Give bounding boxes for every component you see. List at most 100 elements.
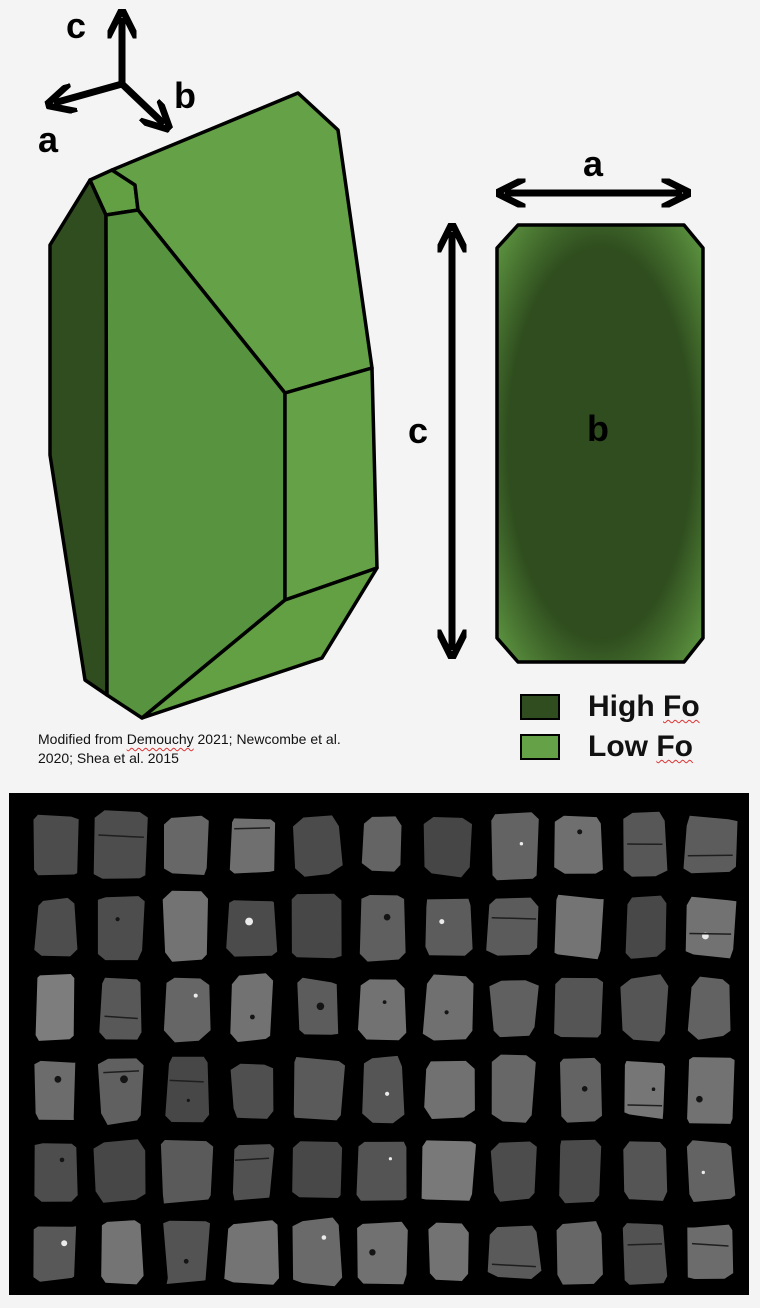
grain-inclusion (439, 919, 445, 925)
grain-inclusion (696, 1095, 703, 1103)
grain (226, 900, 278, 957)
grain (160, 1140, 214, 1204)
crystal-left-face (48, 178, 109, 697)
grain (35, 974, 75, 1041)
grain (421, 1140, 476, 1201)
grain (33, 814, 79, 876)
grain (34, 1060, 76, 1120)
grain (162, 890, 208, 962)
grain-crack (627, 1243, 663, 1246)
crystal-right-face (283, 366, 379, 602)
grain (293, 1057, 345, 1121)
grain (230, 973, 274, 1042)
grain (291, 893, 342, 959)
grain-crack (234, 827, 271, 830)
grain (687, 1057, 735, 1124)
grain (292, 1141, 343, 1198)
a-axis-arrow (54, 80, 123, 103)
grain-inclusion (115, 917, 120, 922)
grain (101, 1220, 144, 1285)
legend-swatch-high-fo (520, 694, 560, 720)
grain (489, 980, 539, 1038)
grain-crack (491, 1263, 536, 1268)
grain (620, 974, 669, 1042)
grain (224, 1220, 279, 1285)
grain (490, 1141, 537, 1202)
grain-inclusion (701, 1170, 705, 1175)
grain (99, 977, 142, 1040)
legend-item-low-fo: Low Fo (520, 730, 693, 764)
grain-inclusion (385, 1091, 390, 1096)
grain-inclusion (316, 1002, 325, 1011)
c-dimension-label: c (408, 410, 428, 451)
grain (163, 1220, 210, 1284)
grain (685, 896, 737, 959)
grain (230, 1063, 274, 1119)
grain (554, 894, 604, 960)
grain (491, 812, 539, 881)
grain (164, 815, 209, 875)
grain (357, 1221, 408, 1285)
grain (428, 1222, 469, 1281)
grain-crack (104, 1015, 138, 1020)
grain-inclusion (519, 842, 524, 846)
grain (686, 1140, 736, 1202)
grain (559, 1139, 602, 1204)
legend-item-high-fo: High Fo (520, 690, 700, 724)
grain-inclusion (388, 1157, 392, 1161)
grain (423, 817, 472, 878)
grain (33, 1226, 77, 1282)
grain (683, 815, 738, 874)
axis-triad: c b a (38, 5, 196, 160)
grain (687, 1224, 734, 1279)
grain-inclusion (245, 917, 254, 926)
grain-inclusion (54, 1075, 62, 1083)
grain-crack (491, 916, 537, 920)
grain (163, 977, 211, 1043)
grain-crack (169, 1079, 204, 1083)
caption-author: Demouchy (126, 731, 194, 747)
grain-inclusion (250, 1014, 255, 1020)
grain-crack (98, 834, 144, 839)
grain (361, 816, 402, 872)
grain-inclusion (369, 1249, 376, 1256)
grain-inclusion (581, 1086, 588, 1092)
grain (625, 895, 667, 959)
source-caption: Modified from Demouchy 2021; Newcombe et… (38, 730, 378, 768)
grain (165, 1056, 210, 1123)
crystal-bottom-face (140, 566, 379, 720)
grain-inclusion (382, 1000, 387, 1004)
grain-crack (234, 1157, 270, 1161)
grain (491, 1054, 536, 1123)
grain (292, 1217, 343, 1287)
grain-inclusion (193, 993, 198, 998)
grain (422, 974, 474, 1041)
grain (554, 977, 604, 1038)
olivine-crystal-3d (48, 91, 379, 720)
grain (623, 1141, 668, 1201)
grain-crack (687, 854, 733, 857)
legend-label-high-fo: Fo (663, 690, 700, 723)
grain-crack (103, 1070, 140, 1074)
grain (97, 1058, 144, 1125)
grain (622, 1223, 668, 1285)
legend-label-high: High (588, 690, 663, 723)
b-face-label: b (587, 408, 609, 449)
grain (359, 895, 406, 962)
a-axis-label: a (38, 119, 59, 160)
grain (486, 897, 539, 956)
grain (554, 815, 603, 874)
grain-inclusion (321, 1235, 327, 1240)
a-dimension-label: a (583, 143, 604, 184)
grain (687, 976, 731, 1040)
zoned-cross-section: a c b (408, 143, 705, 664)
grain (425, 898, 473, 956)
cross-section-shape (495, 223, 705, 664)
grain (358, 979, 407, 1041)
grain (487, 1225, 542, 1279)
grain-inclusion (120, 1075, 128, 1084)
caption-prefix: Modified from (38, 731, 127, 747)
grain (556, 1221, 603, 1285)
bse-grain-photo (9, 793, 749, 1295)
grain-inclusion (651, 1087, 656, 1091)
